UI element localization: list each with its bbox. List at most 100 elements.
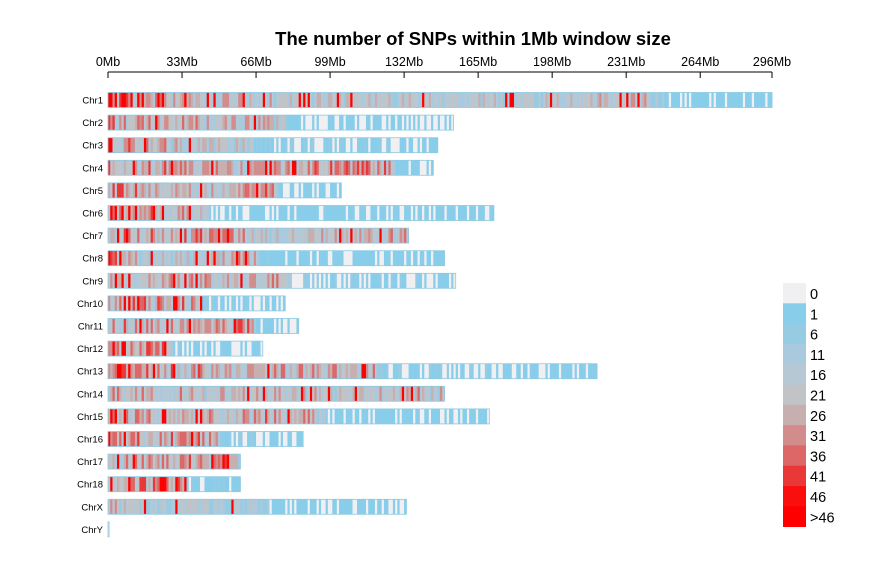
- snp-window-cell: [128, 363, 131, 379]
- snp-window-cell: [134, 295, 138, 311]
- snp-window-cell: [422, 408, 425, 424]
- snp-window-cell: [202, 363, 205, 379]
- snp-window-cell: [321, 182, 324, 198]
- snp-window-cell: [168, 454, 172, 470]
- snp-window-cell: [336, 137, 340, 153]
- snp-window-cell: [215, 295, 219, 311]
- snp-window-cell: [211, 182, 214, 198]
- snp-window-cell: [193, 115, 196, 131]
- snp-window-cell: [217, 386, 221, 402]
- snp-window-cell: [186, 341, 190, 357]
- snp-window-cell: [148, 250, 151, 266]
- snp-window-cell: [390, 160, 394, 176]
- snp-window-cell: [166, 160, 169, 176]
- snp-window-cell: [146, 386, 149, 402]
- snp-window-cell: [143, 454, 147, 470]
- snp-window-cell: [357, 273, 360, 289]
- snp-window-cell: [128, 115, 131, 131]
- snp-window-cell: [556, 363, 560, 379]
- snp-window-cell: [125, 273, 129, 289]
- snp-window-cell: [473, 363, 477, 379]
- snp-window-cell: [758, 92, 762, 108]
- snp-window-cell: [265, 92, 268, 108]
- snp-window-cell: [325, 160, 329, 176]
- snp-window-cell: [390, 228, 394, 244]
- snp-window-cell: [193, 182, 196, 198]
- snp-window-cell: [509, 363, 513, 379]
- snp-window-cell: [282, 250, 286, 266]
- snp-window-cell: [148, 499, 151, 515]
- snp-window-cell: [381, 273, 385, 289]
- snp-window-cell: [278, 182, 282, 198]
- snp-window-cell: [251, 499, 255, 515]
- snp-window-cell: [175, 341, 178, 357]
- snp-window-cell: [428, 137, 432, 153]
- snp-window-cell: [341, 228, 344, 244]
- snp-window-cell: [193, 205, 196, 221]
- snp-window-cell: [193, 386, 196, 402]
- snp-window-cell: [408, 386, 412, 402]
- snp-window-cell: [487, 92, 490, 108]
- snp-window-cell: [137, 341, 140, 357]
- snp-window-cell: [119, 250, 122, 266]
- snp-window-cell: [514, 92, 517, 108]
- snp-window-cell: [368, 499, 371, 515]
- snp-window-cell: [269, 386, 273, 402]
- snp-window-cell: [314, 115, 317, 131]
- snp-window-cell: [731, 92, 735, 108]
- snp-window-cell: [448, 92, 452, 108]
- snp-window-cell: [121, 499, 125, 515]
- snp-window-cell: [229, 386, 232, 402]
- snp-window-cell: [164, 431, 167, 447]
- snp-window-cell: [276, 137, 279, 153]
- snp-window-cell: [431, 160, 434, 176]
- snp-window-cell: [612, 92, 616, 108]
- snp-window-cell: [352, 137, 356, 153]
- snp-window-cell: [226, 318, 230, 334]
- snp-window-cell: [211, 454, 214, 470]
- snp-window-cell: [206, 160, 210, 176]
- snp-window-cell: [383, 115, 387, 131]
- snp-window-cell: [305, 160, 308, 176]
- snp-window-cell: [363, 499, 367, 515]
- snp-window-cell: [164, 115, 167, 131]
- snp-window-cell: [182, 273, 185, 289]
- snp-window-cell: [316, 408, 320, 424]
- snp-window-cell: [341, 499, 344, 515]
- snp-window-cell: [428, 115, 432, 131]
- snp-window-cell: [150, 160, 154, 176]
- snp-window-cell: [253, 499, 257, 515]
- snp-window-cell: [262, 273, 266, 289]
- snp-window-cell: [253, 160, 257, 176]
- snp-window-cell: [345, 228, 349, 244]
- snp-window-cell: [431, 92, 434, 108]
- snp-window-cell: [379, 92, 382, 108]
- snp-window-cell: [282, 92, 286, 108]
- snp-window-cell: [370, 92, 374, 108]
- snp-window-cell: [471, 205, 474, 221]
- snp-window-cell: [119, 137, 122, 153]
- snp-window-cell: [195, 295, 199, 311]
- snp-window-cell: [249, 115, 252, 131]
- snp-window-cell: [199, 431, 203, 447]
- snp-window-cell: [291, 92, 295, 108]
- snp-window-cell: [125, 431, 129, 447]
- snp-window-cell: [401, 205, 405, 221]
- snp-window-cell: [114, 160, 118, 176]
- snp-window-cell: [413, 250, 416, 266]
- snp-window-cell: [588, 92, 591, 108]
- snp-window-cell: [318, 160, 322, 176]
- snp-window-cell: [437, 92, 441, 108]
- snp-window-cell: [224, 273, 228, 289]
- snp-window-cell: [404, 363, 407, 379]
- snp-window-cell: [372, 205, 376, 221]
- snp-window-cell: [482, 363, 486, 379]
- snp-window-cell: [260, 295, 264, 311]
- snp-window-cell: [125, 341, 129, 357]
- snp-window-cell: [222, 115, 225, 131]
- snp-window-cell: [437, 273, 441, 289]
- snp-window-cell: [229, 228, 232, 244]
- snp-window-cell: [276, 318, 279, 334]
- snp-window-cell: [397, 228, 400, 244]
- snp-window-cell: [260, 137, 264, 153]
